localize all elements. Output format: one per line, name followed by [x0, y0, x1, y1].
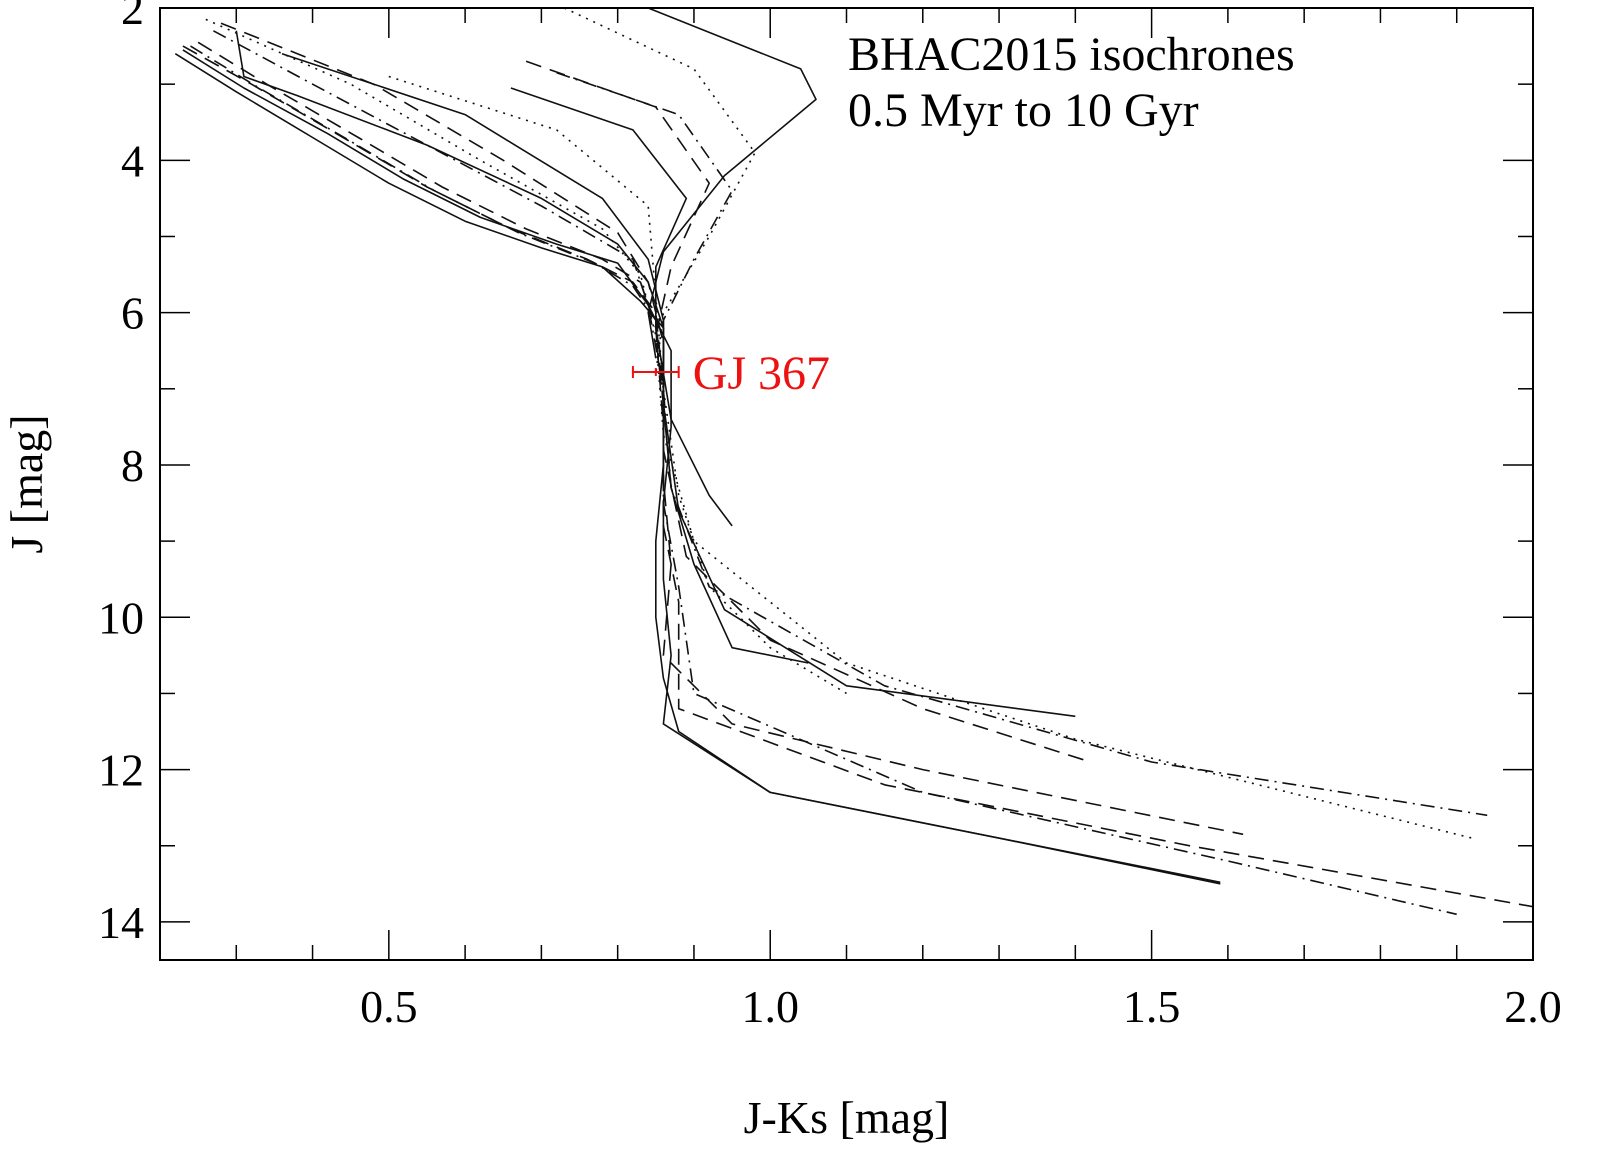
y-tick-label: 10 [98, 592, 144, 643]
annotation-line-2: 0.5 Myr to 10 Gyr [848, 84, 1199, 137]
y-tick-label: 8 [121, 440, 144, 491]
isochrone-line-1 [174, 53, 1221, 885]
isochrone-line-16 [647, 8, 817, 359]
isochrone-line-5 [197, 41, 1533, 908]
y-tick-label: 2 [121, 0, 144, 34]
isochrone-line-3 [182, 45, 1244, 836]
isochrone-line-13 [525, 60, 711, 405]
isochrone-line-7 [213, 30, 1488, 817]
gj367-label: GJ 367 [693, 347, 830, 400]
x-tick-label: 1.5 [1123, 981, 1181, 1032]
isochrone-line-8 [205, 18, 1473, 839]
x-axis-title: J-Ks [mag] [744, 1092, 950, 1143]
y-tick-label: 4 [121, 135, 144, 186]
y-axis-title: J [mag] [1, 414, 52, 553]
isochrone-line-12 [510, 87, 733, 527]
y-tick-label: 6 [121, 288, 144, 339]
annotation-line-1: BHAC2015 isochrones [848, 28, 1295, 81]
y-tick-label: 14 [98, 897, 144, 948]
isochrone-line-15 [563, 8, 756, 374]
isochrone-series-group [174, 8, 1533, 916]
isochrone-line-2 [182, 49, 1221, 884]
isochrone-line-9 [220, 22, 1091, 763]
gj367-marker: GJ 367 [631, 347, 830, 400]
isochrone-line-10 [281, 52, 1076, 718]
y-tick-label: 12 [98, 745, 144, 796]
isochrone-line-14 [556, 71, 733, 382]
x-tick-label: 0.5 [360, 981, 418, 1032]
axis-ticks: 0.5 1.0 1.5 2.0 2 4 6 8 10 12 14 [98, 0, 1562, 1032]
isochrone-line-4 [190, 45, 1457, 916]
x-tick-label: 1.0 [741, 981, 799, 1032]
x-tick-label: 2.0 [1504, 981, 1562, 1032]
